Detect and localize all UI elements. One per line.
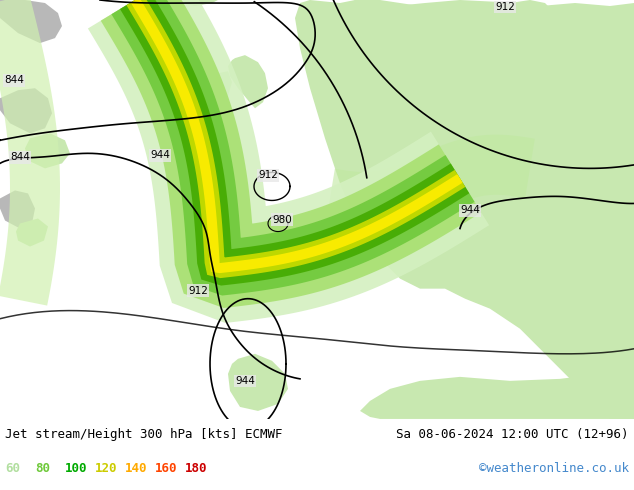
Text: 180: 180 bbox=[185, 462, 207, 475]
Text: 100: 100 bbox=[65, 462, 87, 475]
Polygon shape bbox=[212, 71, 232, 100]
Text: 60: 60 bbox=[5, 462, 20, 475]
Polygon shape bbox=[131, 0, 463, 273]
Text: 844: 844 bbox=[4, 75, 24, 85]
Text: ©weatheronline.co.uk: ©weatheronline.co.uk bbox=[479, 462, 629, 475]
Text: 944: 944 bbox=[235, 376, 255, 386]
Polygon shape bbox=[345, 0, 460, 88]
Text: 944: 944 bbox=[150, 150, 170, 160]
Text: Jet stream/Height 300 hPa [kts] ECMWF: Jet stream/Height 300 hPa [kts] ECMWF bbox=[5, 428, 283, 441]
Polygon shape bbox=[112, 0, 475, 295]
Polygon shape bbox=[101, 0, 481, 308]
Text: 980: 980 bbox=[272, 215, 292, 224]
Polygon shape bbox=[0, 88, 52, 133]
Polygon shape bbox=[228, 55, 268, 108]
Polygon shape bbox=[16, 219, 48, 246]
Text: 912: 912 bbox=[258, 171, 278, 180]
Polygon shape bbox=[88, 0, 489, 323]
Polygon shape bbox=[0, 0, 62, 43]
Polygon shape bbox=[148, 0, 218, 6]
Polygon shape bbox=[120, 0, 469, 286]
Polygon shape bbox=[0, 191, 35, 228]
Text: 944: 944 bbox=[460, 205, 480, 216]
Text: Sa 08-06-2024 12:00 UTC (12+96): Sa 08-06-2024 12:00 UTC (12+96) bbox=[396, 428, 629, 441]
Text: 912: 912 bbox=[188, 286, 208, 295]
Polygon shape bbox=[360, 369, 634, 419]
Polygon shape bbox=[228, 354, 288, 411]
Polygon shape bbox=[325, 135, 535, 232]
Polygon shape bbox=[0, 0, 60, 306]
Text: 140: 140 bbox=[125, 462, 148, 475]
Polygon shape bbox=[126, 0, 465, 278]
Polygon shape bbox=[420, 0, 555, 28]
Polygon shape bbox=[25, 133, 70, 169]
Text: 160: 160 bbox=[155, 462, 178, 475]
Text: 844: 844 bbox=[10, 152, 30, 162]
Text: 80: 80 bbox=[35, 462, 50, 475]
Text: 912: 912 bbox=[495, 2, 515, 12]
Polygon shape bbox=[295, 0, 634, 419]
Text: 120: 120 bbox=[95, 462, 117, 475]
